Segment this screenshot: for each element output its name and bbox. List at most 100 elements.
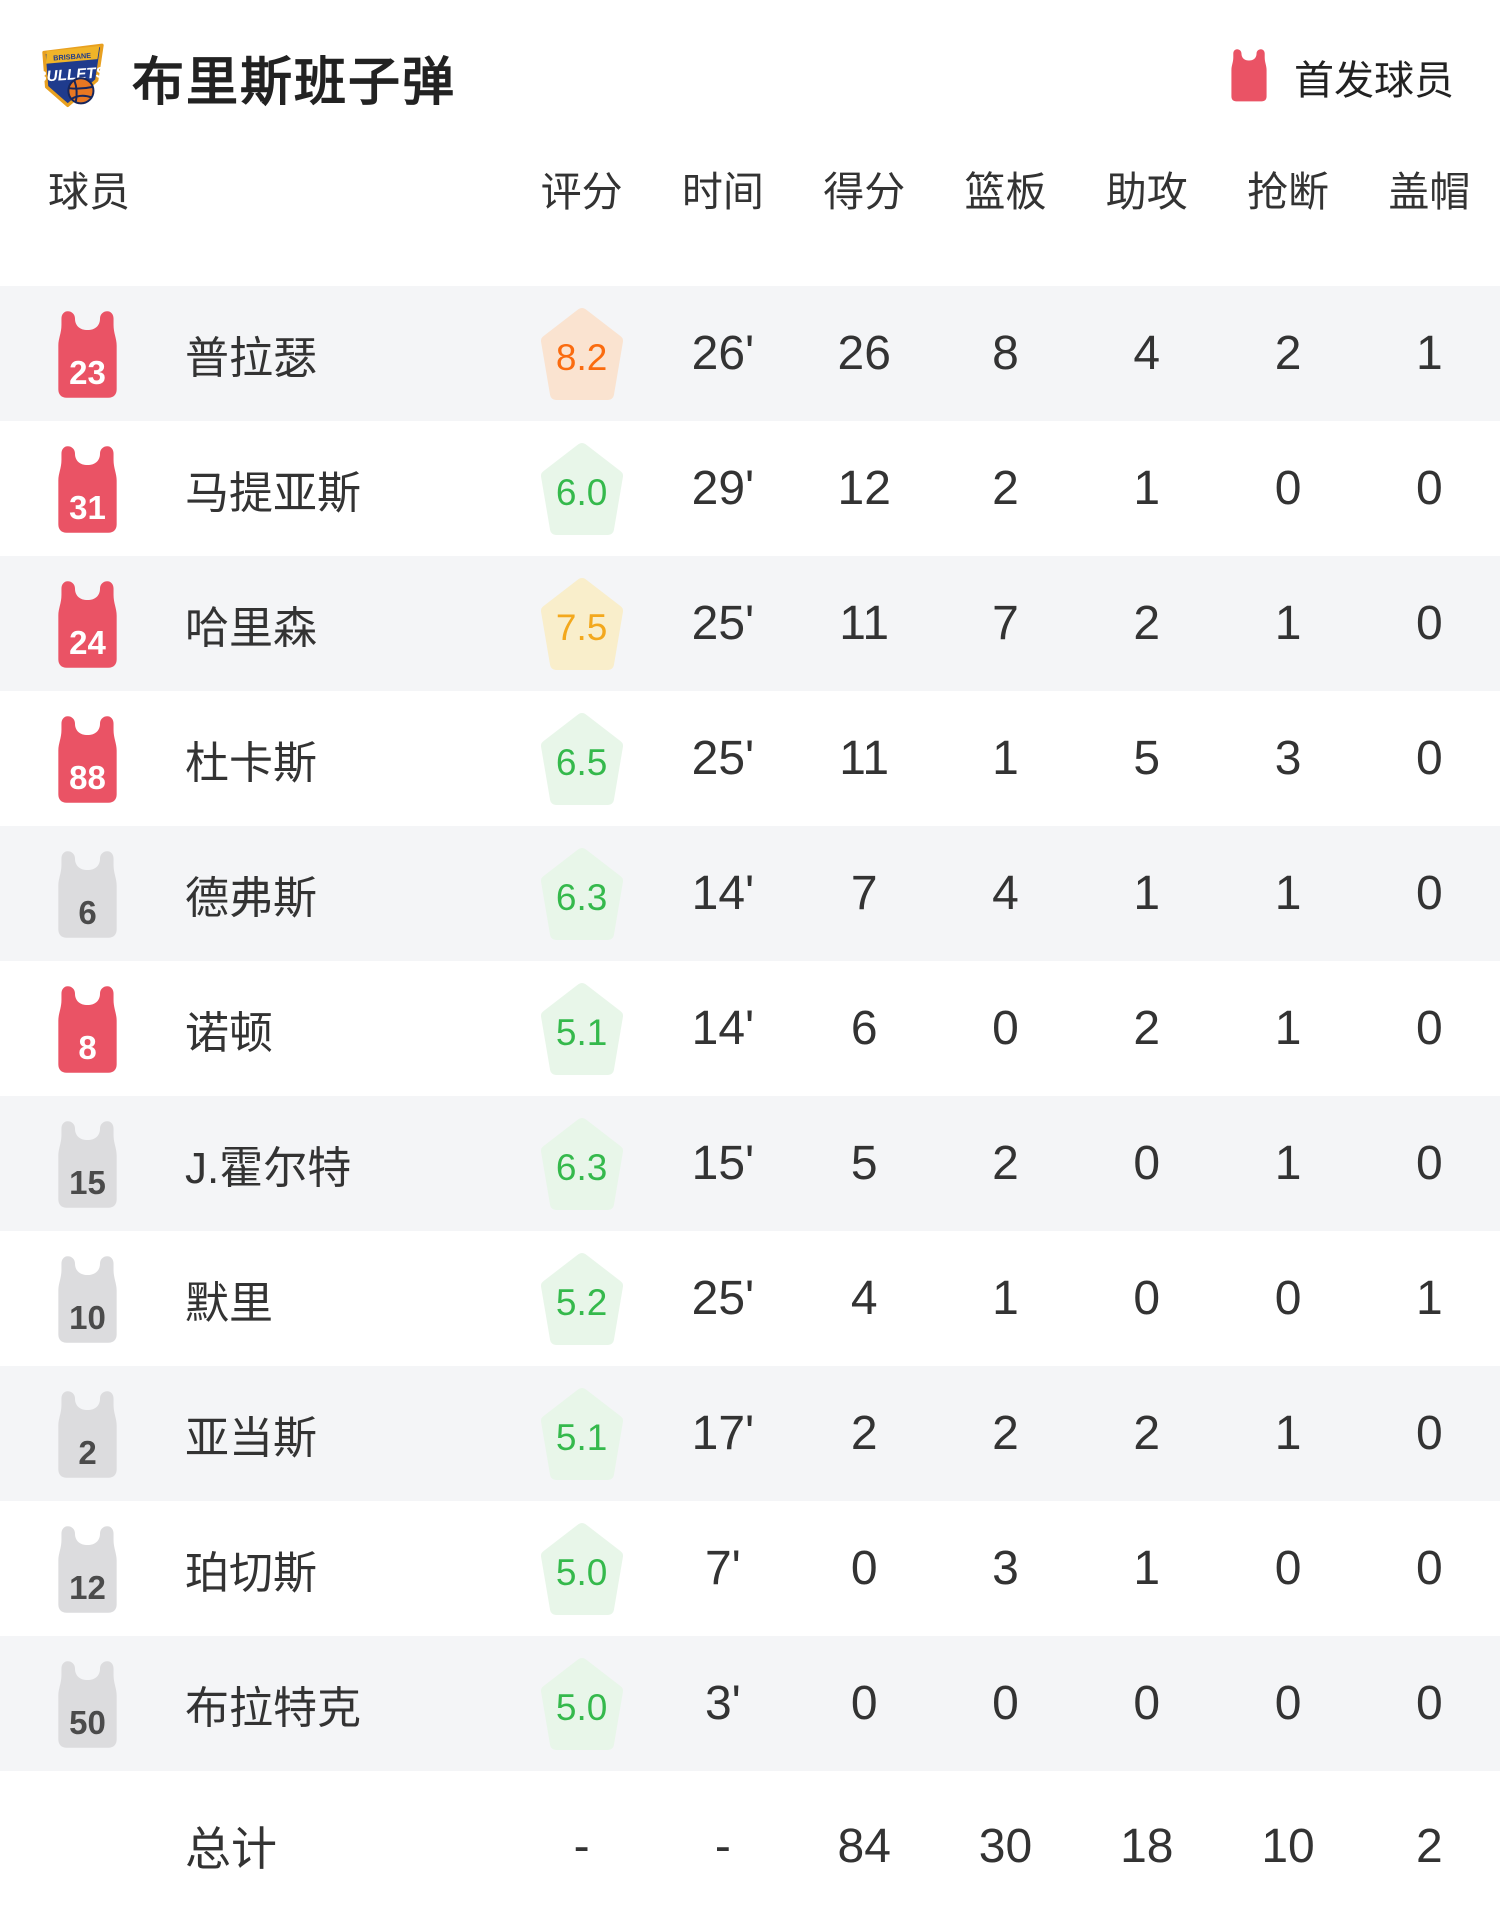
- starter-jersey-icon: [1226, 48, 1272, 107]
- steals-cell: 1: [1274, 1137, 1302, 1190]
- rating-badge: 5.1: [539, 981, 625, 1077]
- table-row[interactable]: 12 珀切斯 5.0 7' 0 3 1 0 0: [0, 1501, 1500, 1636]
- table-row[interactable]: 24 哈里森 7.5 25' 11 7 2 1 0: [0, 556, 1500, 691]
- rebounds-cell: 2: [992, 462, 1019, 515]
- player-cell: 88 杜卡斯: [0, 714, 511, 804]
- blocks-cell: 0: [1416, 1407, 1443, 1460]
- rebounds-cell: 2: [992, 1407, 1019, 1460]
- column-header-blocks: 盖帽: [1388, 169, 1471, 215]
- player-cell: 8 诺顿: [0, 984, 511, 1074]
- table-row[interactable]: 50 布拉特克 5.0 3' 0 0 0 0 0: [0, 1636, 1500, 1771]
- rebounds-cell: 8: [992, 327, 1019, 380]
- jersey-icon: 8: [50, 984, 125, 1074]
- rating-value: 6.5: [555, 741, 608, 783]
- points-cell: 26: [837, 327, 891, 380]
- table-row[interactable]: 23 普拉瑟 8.2 26' 26 8 4 2 1: [0, 286, 1500, 421]
- points-cell: 6: [850, 1002, 878, 1055]
- total-rebounds: 30: [978, 1819, 1033, 1873]
- total-steals: 10: [1261, 1819, 1315, 1873]
- blocks-cell: 0: [1416, 732, 1443, 785]
- assists-cell: 2: [1133, 597, 1161, 650]
- steals-cell: 0: [1274, 1542, 1302, 1595]
- time-cell: 17': [691, 1407, 755, 1460]
- points-cell: 0: [850, 1542, 878, 1595]
- player-cell: 10 默里: [0, 1254, 511, 1344]
- player-name: 亚当斯: [185, 1413, 317, 1463]
- rebounds-cell: 0: [992, 1677, 1019, 1730]
- player-name: J.霍尔特: [185, 1143, 352, 1193]
- player-name: 杜卡斯: [185, 738, 317, 788]
- rating-badge: 6.3: [539, 1116, 625, 1212]
- assists-cell: 4: [1133, 327, 1161, 380]
- steals-cell: 0: [1274, 1272, 1302, 1325]
- rebounds-cell: 3: [992, 1542, 1019, 1595]
- rebounds-cell: 4: [992, 867, 1019, 920]
- table-row[interactable]: 31 马提亚斯 6.0 29' 12 2 1 0 0: [0, 421, 1500, 556]
- player-name: 布拉特克: [185, 1683, 361, 1733]
- rating-badge: 6.5: [539, 711, 625, 807]
- steals-cell: 1: [1274, 597, 1302, 650]
- jersey-icon: 10: [50, 1254, 125, 1344]
- rating-badge: 7.5: [539, 576, 625, 672]
- rating-badge: 6.3: [539, 846, 625, 942]
- time-cell: 14': [691, 867, 755, 920]
- column-header-time: 时间: [681, 169, 764, 215]
- table-row[interactable]: 8 诺顿 5.1 14' 6 0 2 1 0: [0, 961, 1500, 1096]
- time-cell: 25': [691, 732, 755, 785]
- player-cell: 24 哈里森: [0, 579, 511, 669]
- jersey-number: 31: [69, 488, 106, 526]
- rating-cell: 5.0: [511, 1521, 652, 1617]
- rating-cell: 5.1: [511, 1386, 652, 1482]
- rating-cell: 6.5: [511, 711, 652, 807]
- blocks-cell: 0: [1416, 597, 1443, 650]
- column-header-steals: 抢断: [1247, 169, 1330, 215]
- jersey-icon: 88: [50, 714, 125, 804]
- blocks-cell: 1: [1416, 327, 1443, 380]
- steals-cell: 1: [1274, 1002, 1302, 1055]
- blocks-cell: 1: [1416, 1272, 1443, 1325]
- rebounds-cell: 7: [992, 597, 1019, 650]
- table-header-row: 球员 评分 时间 得分 篮板 助攻 抢断 盖帽: [0, 158, 1500, 216]
- blocks-cell: 0: [1416, 1002, 1443, 1055]
- total-row: 总计 - - 84 30 18 10 2: [0, 1771, 1500, 1920]
- rating-cell: 8.2: [511, 306, 652, 402]
- points-cell: 4: [850, 1272, 878, 1325]
- time-cell: 25': [691, 1272, 755, 1325]
- player-name: 德弗斯: [185, 873, 317, 923]
- jersey-icon: 50: [50, 1659, 125, 1749]
- rating-value: 5.2: [555, 1281, 608, 1323]
- jersey-number: 2: [78, 1433, 97, 1471]
- rating-value: 5.1: [555, 1416, 608, 1458]
- rating-cell: 7.5: [511, 576, 652, 672]
- assists-cell: 1: [1133, 1542, 1161, 1595]
- assists-cell: 0: [1133, 1677, 1161, 1730]
- table-row[interactable]: 88 杜卡斯 6.5 25' 11 1 5 3 0: [0, 691, 1500, 826]
- table-row[interactable]: 10 默里 5.2 25' 4 1 0 0 1: [0, 1231, 1500, 1366]
- points-cell: 0: [850, 1677, 878, 1730]
- steals-cell: 0: [1274, 462, 1302, 515]
- player-name: 哈里森: [185, 603, 317, 653]
- player-cell: 6 德弗斯: [0, 849, 511, 939]
- jersey-number: 10: [69, 1298, 106, 1336]
- jersey-number: 88: [69, 758, 106, 796]
- rating-value: 5.1: [555, 1011, 608, 1053]
- jersey-number: 6: [78, 893, 97, 931]
- rating-cell: 5.1: [511, 981, 652, 1077]
- rating-value: 5.0: [555, 1551, 608, 1593]
- player-name: 珀切斯: [185, 1548, 317, 1598]
- rebounds-cell: 0: [992, 1002, 1019, 1055]
- player-name: 普拉瑟: [185, 333, 317, 383]
- rating-value: 7.5: [555, 606, 608, 648]
- column-header-rating: 评分: [540, 169, 623, 215]
- table-row[interactable]: 2 亚当斯 5.1 17' 2 2 2 1 0: [0, 1366, 1500, 1501]
- steals-cell: 1: [1274, 1407, 1302, 1460]
- table-row[interactable]: 6 德弗斯 6.3 14' 7 4 1 1 0: [0, 826, 1500, 961]
- rating-cell: 6.3: [511, 846, 652, 942]
- total-blocks: 2: [1416, 1819, 1443, 1873]
- steals-cell: 1: [1274, 867, 1302, 920]
- points-cell: 11: [839, 732, 890, 785]
- assists-cell: 2: [1133, 1002, 1161, 1055]
- table-row[interactable]: 15 J.霍尔特 6.3 15' 5 2 0 1 0: [0, 1096, 1500, 1231]
- player-cell: 31 马提亚斯: [0, 444, 511, 534]
- column-header-player: 球员: [48, 169, 130, 215]
